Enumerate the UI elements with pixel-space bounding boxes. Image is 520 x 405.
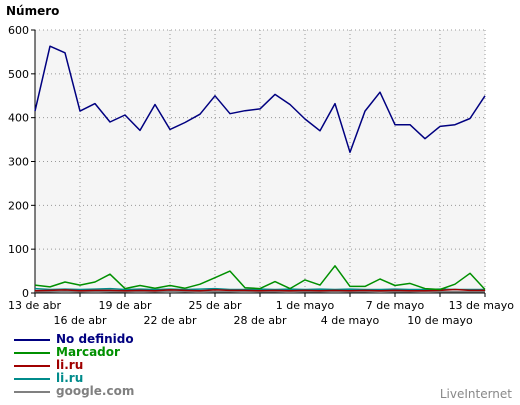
y-tick-label: 200 (8, 199, 29, 212)
watermark-liveinternet: LiveInternet (439, 387, 512, 401)
x-tick-label: 25 de abr (189, 299, 242, 312)
x-tick-label: 28 de abr (234, 314, 287, 327)
axes (31, 29, 486, 297)
x-tick-label: 22 de abr (144, 314, 197, 327)
legend-item-google-com-4: google.com (14, 385, 134, 398)
tick-labels: 0 100 200 300 400 500 600 13 de abr 19 de abr 25 … (8, 24, 514, 327)
y-tick-label: 0 (22, 287, 29, 300)
legend-label: li.ru (56, 371, 84, 385)
legend-label: No definido (56, 332, 134, 346)
x-tick-label: 16 de abr (54, 314, 107, 327)
x-tick-label: 19 de abr (99, 299, 152, 312)
series-layer (34, 45, 486, 293)
legend-swatch (14, 377, 50, 380)
x-tick-label: 10 de mayo (407, 314, 473, 327)
y-tick-label: 600 (8, 24, 29, 37)
legend-swatch (14, 351, 50, 354)
series-line-no-definido-0 (34, 45, 486, 154)
legend: No definido Marcador li.ru li.ru google.com (14, 333, 134, 398)
legend-swatch (14, 364, 50, 367)
series-line-li-ru-2 (34, 288, 485, 292)
series-line-google-com-4 (35, 290, 485, 293)
legend-label: google.com (56, 384, 135, 398)
x-tick-label: 4 de mayo (321, 314, 380, 327)
legend-swatch (14, 390, 50, 393)
y-tick-label: 400 (8, 112, 29, 125)
legend-item-li-ru-2: li.ru (14, 359, 134, 372)
y-tick-label: 500 (8, 68, 29, 81)
legend-label: Marcador (56, 345, 120, 359)
legend-label: li.ru (56, 358, 84, 372)
legend-item-li-ru-3: li.ru (14, 372, 134, 385)
legend-item-marcador-1: Marcador (14, 346, 134, 359)
series-line-marcador-1 (34, 265, 486, 291)
x-tick-label: 13 de mayo (449, 299, 515, 312)
y-axis-label: Número (6, 4, 59, 18)
x-tick-label: 13 de abr (8, 299, 61, 312)
legend-swatch (14, 338, 50, 341)
x-tick-label: 1 de mayo (276, 299, 335, 312)
y-tick-label: 100 (8, 243, 29, 256)
y-tick-label: 300 (8, 156, 29, 169)
legend-item-no-definido-0: No definido (14, 333, 134, 346)
x-tick-label: 7 de mayo (366, 299, 425, 312)
